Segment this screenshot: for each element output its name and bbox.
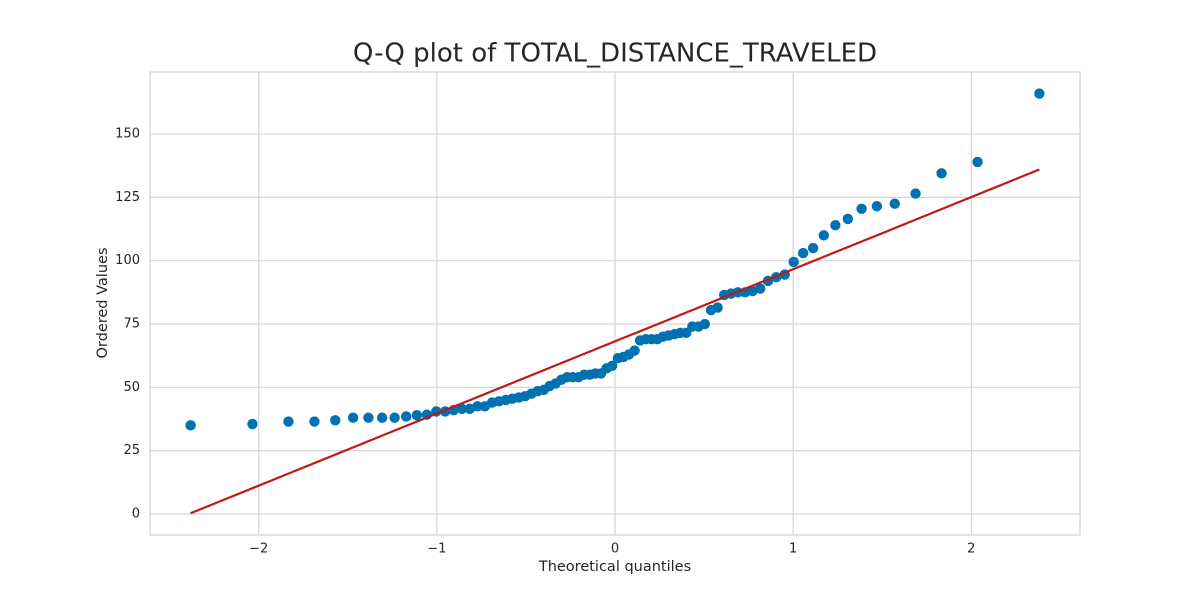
point — [889, 198, 900, 209]
point — [910, 188, 921, 199]
point — [389, 412, 400, 423]
y-tick-label: 25 — [123, 443, 140, 458]
point — [818, 230, 830, 241]
point — [363, 412, 374, 423]
point — [972, 156, 983, 168]
y-axis-label: Ordered Values — [95, 248, 111, 359]
point — [936, 168, 947, 179]
y-tick-label: 75 — [123, 317, 140, 332]
point — [411, 409, 423, 421]
x-tick-label: 1 — [789, 542, 797, 557]
point — [185, 420, 196, 431]
y-tick-label: 125 — [115, 190, 140, 205]
point — [606, 360, 618, 372]
x-tick-label: −1 — [427, 542, 446, 557]
point — [247, 418, 258, 430]
point — [842, 213, 854, 225]
point — [788, 256, 799, 268]
y-tick-label: 100 — [115, 253, 140, 268]
point — [871, 201, 883, 212]
point — [699, 318, 710, 330]
point — [797, 247, 809, 259]
point — [472, 401, 483, 412]
x-tick-label: 2 — [967, 542, 975, 557]
point — [347, 412, 359, 423]
point — [830, 220, 841, 231]
point — [807, 242, 819, 254]
y-tick-label: 50 — [123, 380, 140, 395]
reference-line — [190, 168, 1040, 515]
point — [400, 411, 412, 422]
point — [629, 345, 640, 356]
point — [856, 203, 867, 214]
y-tick-label: 150 — [115, 127, 140, 142]
point — [712, 302, 723, 313]
point — [283, 416, 294, 427]
point — [456, 403, 468, 415]
point — [309, 416, 320, 427]
point — [755, 283, 766, 294]
x-axis-label: Theoretical quantiles — [538, 559, 691, 575]
grid — [150, 72, 1080, 535]
chart-title: Q-Q plot of TOTAL_DISTANCE_TRAVELED — [353, 39, 877, 69]
point — [1034, 88, 1045, 99]
x-tick-label: −2 — [249, 542, 268, 557]
y-tick-label: 0 — [132, 506, 140, 521]
point — [330, 415, 341, 426]
point — [376, 412, 388, 423]
x-tick-label: 0 — [611, 542, 619, 557]
